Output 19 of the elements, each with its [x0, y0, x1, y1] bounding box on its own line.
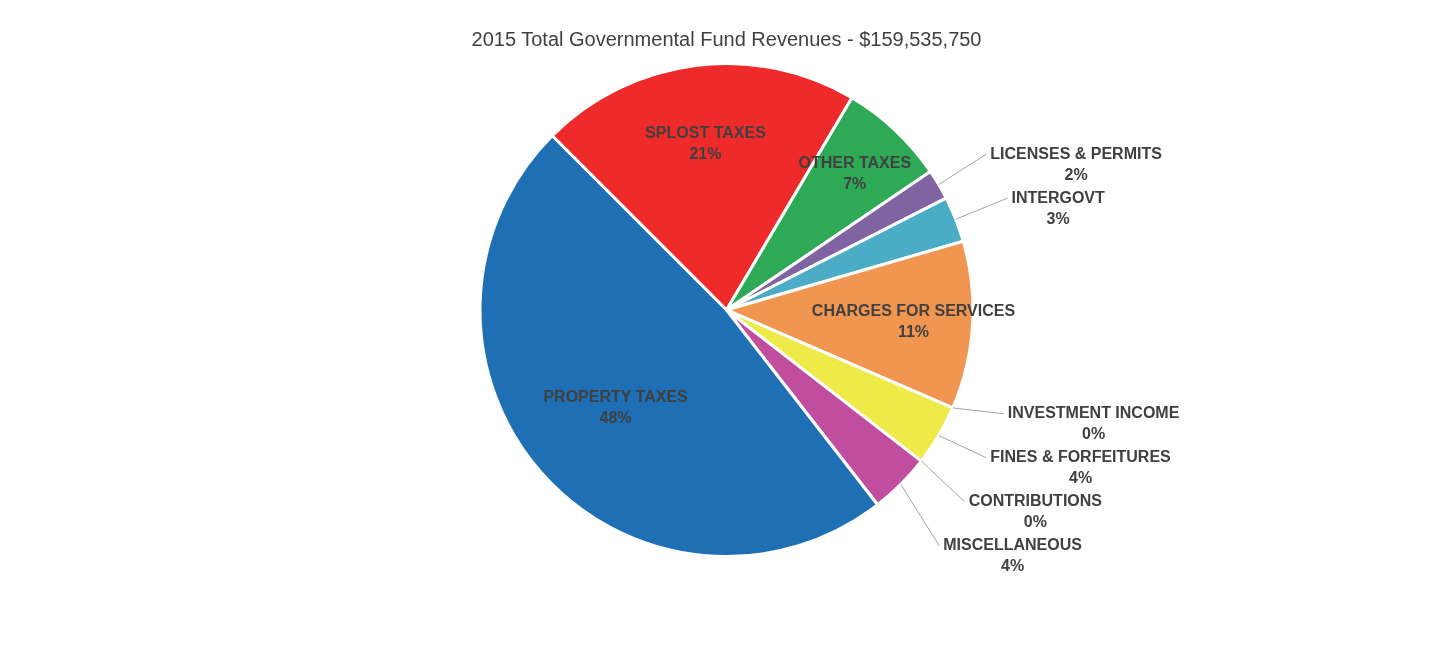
slice-label: SPLOST TAXES — [645, 124, 767, 142]
slice-label: LICENSES & PERMITS — [990, 144, 1163, 162]
data-label: 11% — [897, 323, 930, 341]
data-label: 48% — [599, 409, 632, 427]
text: 0% — [1082, 425, 1106, 443]
data-label: 4% — [1001, 557, 1025, 575]
slice-label: INTERGOVT — [1011, 188, 1106, 206]
data-label: 4% — [1068, 469, 1093, 487]
category-label: CONTRIBUTIONS — [968, 492, 1103, 510]
data-label: 3% — [1046, 209, 1070, 227]
text: 0% — [1023, 513, 1047, 531]
data-label: 21% — [689, 145, 722, 163]
data-label: 7% — [843, 174, 867, 192]
data-label: 2% — [1064, 165, 1088, 183]
slice-label: MISCELLANEOUS — [943, 536, 1083, 554]
legend-label: INVESTMENT INCOME — [1007, 404, 1180, 422]
chart-title: 2015 Total Governmental Fund Revenues - $159,535,750 — [471, 27, 982, 50]
slice-label: PROPERTY TAXES — [543, 388, 689, 406]
slice-label: FINES & FORFEITURES — [990, 448, 1172, 466]
